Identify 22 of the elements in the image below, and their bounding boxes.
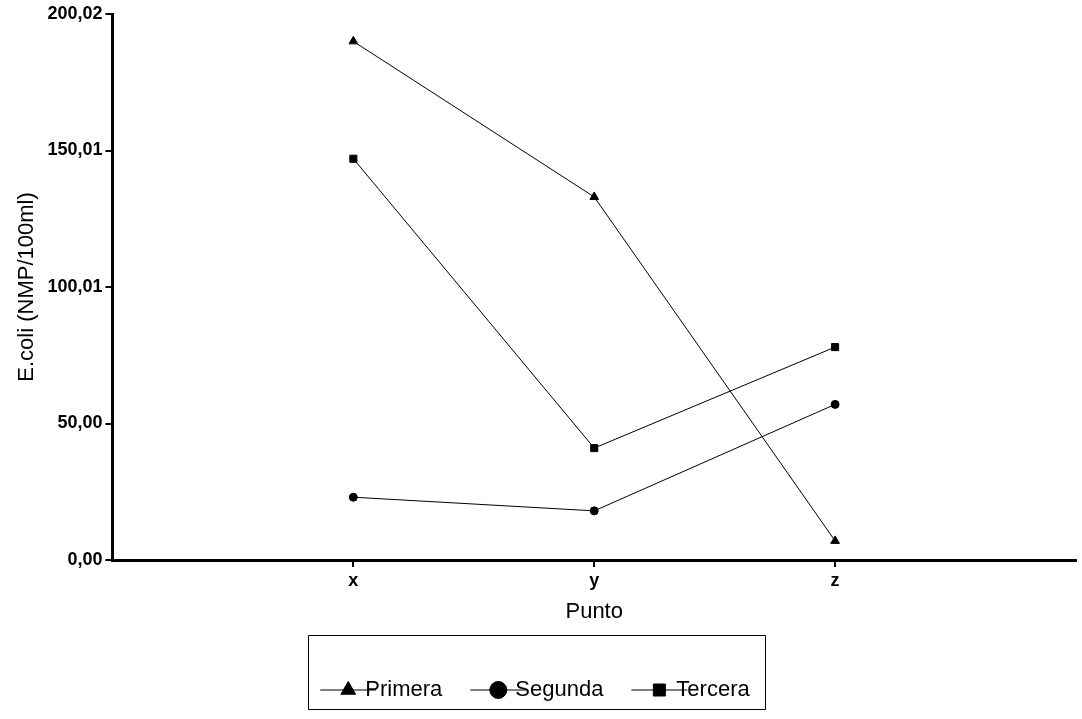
- point: [831, 343, 840, 352]
- y-tick-label: 100,01: [47, 275, 103, 296]
- x-tick-label: z: [830, 569, 840, 590]
- point: [589, 506, 599, 516]
- y-tick-label: 50,00: [57, 412, 103, 433]
- point: [349, 154, 358, 163]
- y-tick-label: 150,01: [47, 139, 103, 160]
- y-tick-label: 0,00: [67, 548, 103, 569]
- legend-label: Primera: [365, 676, 444, 702]
- y-tick-label: 200,02: [47, 2, 103, 23]
- legend-label: Segunda: [515, 676, 605, 702]
- point: [830, 535, 840, 544]
- point: [348, 492, 358, 502]
- point: [589, 191, 600, 200]
- x-axis-title: Punto: [565, 597, 623, 623]
- point: [348, 35, 359, 45]
- legend-label: Tercera: [676, 676, 751, 702]
- x-tick-label: y: [589, 569, 600, 590]
- y-axis-title: E.coli (NMP/100ml): [13, 192, 39, 382]
- point: [830, 399, 840, 409]
- x-tick-label: x: [348, 569, 359, 590]
- point: [590, 444, 599, 453]
